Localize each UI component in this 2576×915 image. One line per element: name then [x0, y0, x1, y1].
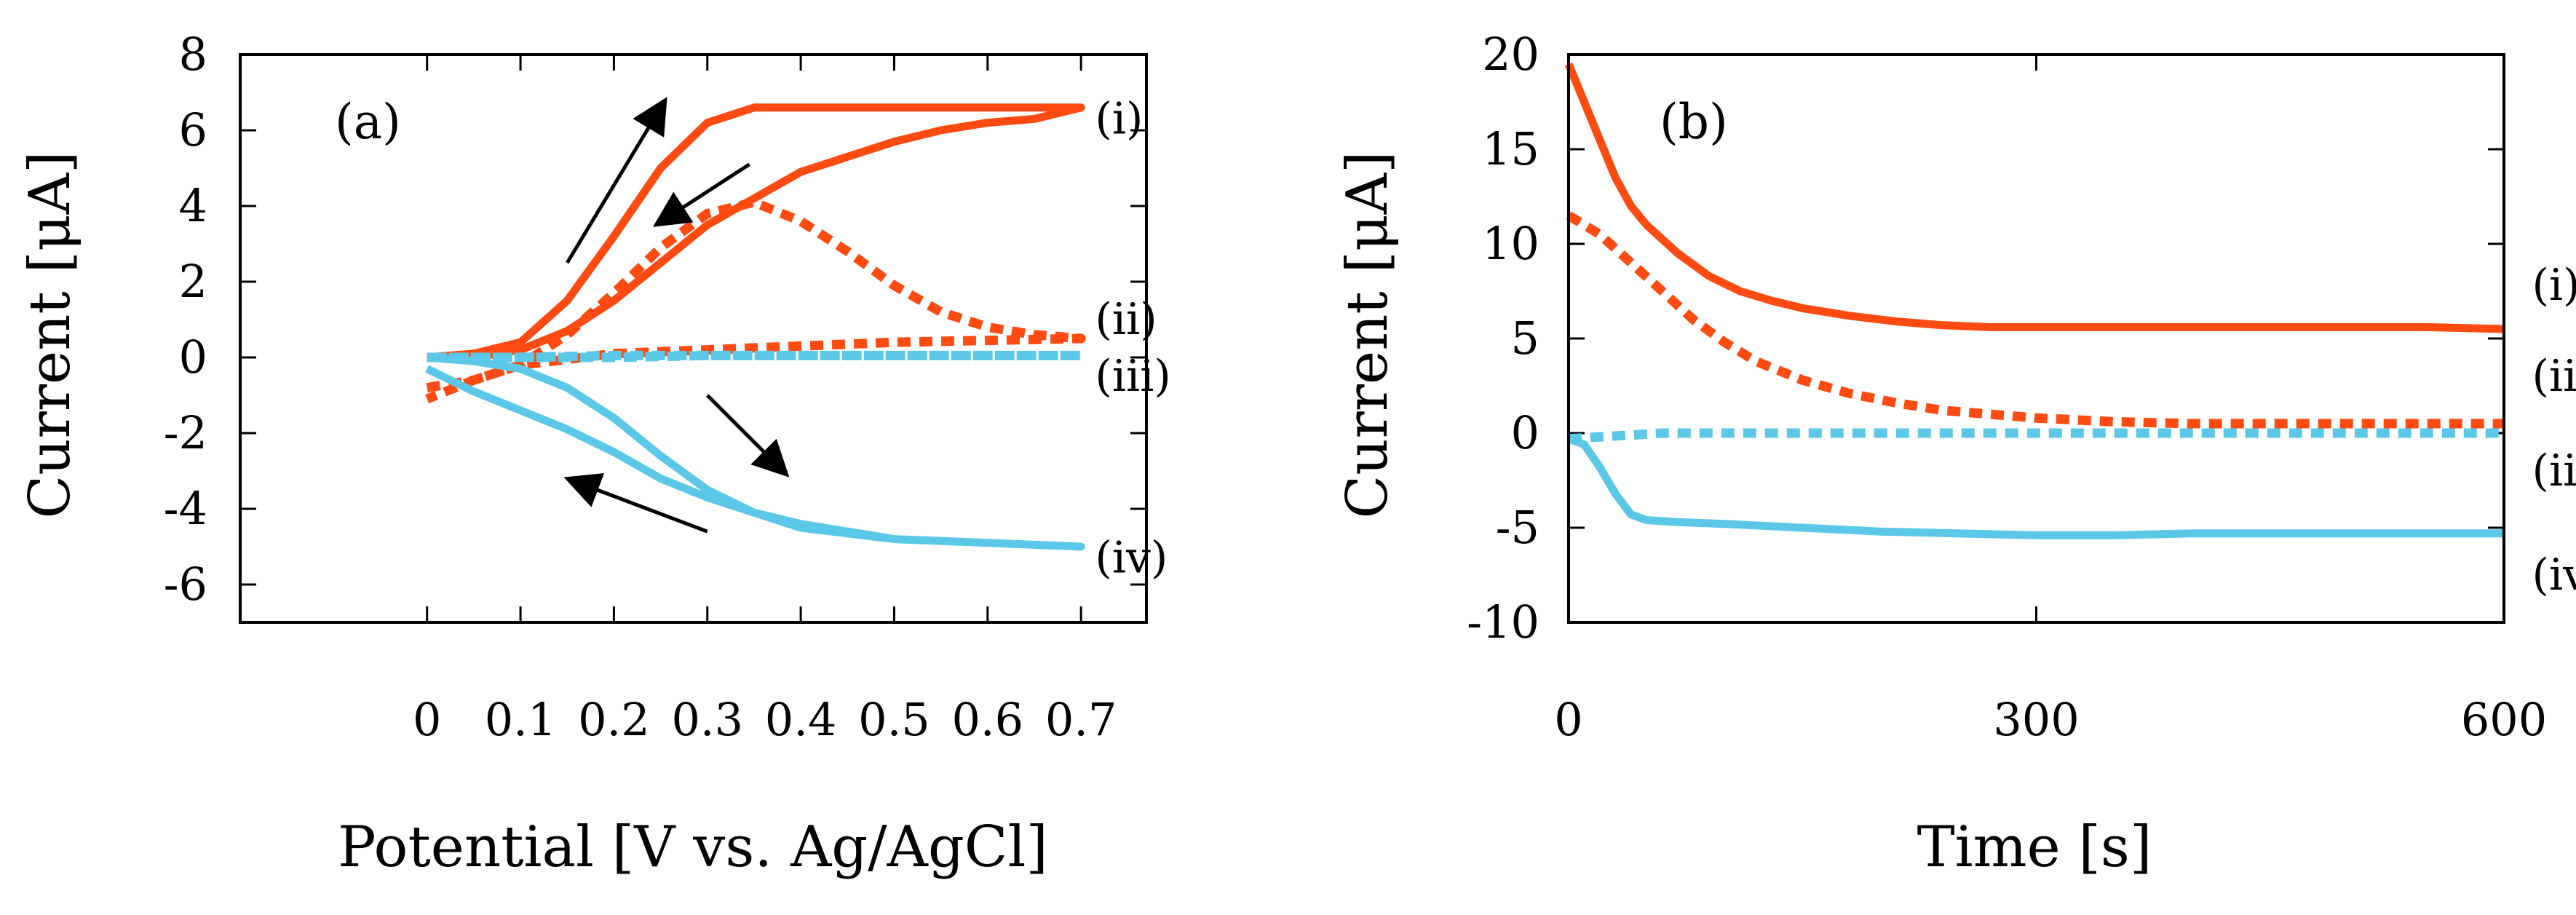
plot-frame	[239, 53, 1148, 624]
series-line-3	[1568, 428, 2504, 444]
y-tick-label: -4	[164, 482, 207, 535]
y-tick-label: -6	[164, 558, 207, 611]
y-tick-label: -10	[1467, 595, 1539, 649]
y-tick-label: 8	[179, 28, 207, 81]
y-tick-label: 0	[179, 330, 207, 384]
x-axis-label: Time [s]	[1917, 815, 2152, 880]
curve-label: (iv)	[2532, 550, 2576, 601]
curve-label: (iii)	[1095, 351, 1170, 402]
x-tick-label: 0.7	[1045, 693, 1117, 746]
scan-direction-arrow	[566, 97, 667, 264]
panel-a-chart: -6 -4 -2 0 2 4 6 8 0 0.1 0.2 0.3 0.4 0.5 0.6 0.7 (i) (ii)…	[17, 28, 1171, 880]
y-tick-label: 0	[1511, 406, 1539, 459]
x-tick-label: 0.4	[765, 693, 837, 746]
curve-label: (ii)	[1095, 294, 1157, 345]
series-line-4	[425, 353, 1085, 551]
x-tick-label: 0.6	[951, 693, 1023, 746]
curve-label: (ii)	[2532, 351, 2576, 402]
panel-b-chart: -10 -5 0 5 10 15 20 0 300 600 (i) (ii) (iii) (iv) (b) T…	[1335, 28, 2576, 880]
scan-direction-arrow	[563, 472, 708, 534]
x-tick-label: 0.2	[578, 693, 650, 746]
y-tick-label: 2	[179, 255, 207, 308]
y-axis-label: Current [μA]	[17, 151, 83, 519]
panel-label: (b)	[1660, 94, 1728, 150]
y-tick-label: 15	[1482, 122, 1539, 175]
x-tick-label: 0	[1554, 693, 1582, 746]
y-tick-label: 10	[1482, 217, 1539, 270]
series-line-1	[1564, 62, 2505, 333]
panel-label: (a)	[335, 94, 401, 150]
x-tick-label: 0.1	[485, 693, 557, 746]
series-line-3	[427, 350, 1086, 363]
series-line-4	[1567, 435, 2504, 539]
curve-label: (iv)	[1095, 533, 1168, 584]
series-line-2	[1566, 211, 2504, 429]
series-line-1	[427, 103, 1085, 362]
curve-label: (i)	[2532, 260, 2576, 311]
x-tick-label: 300	[1993, 693, 2079, 746]
y-tick-label: -2	[164, 406, 207, 459]
plot-frame	[1567, 53, 2505, 624]
y-tick-label: 5	[1511, 312, 1539, 365]
curve-label: (iii)	[2532, 445, 2576, 496]
y-tick-label: -5	[1496, 501, 1539, 554]
y-tick-label: 6	[179, 103, 207, 157]
x-axis-label: Potential [V vs. Ag/AgCl]	[338, 815, 1048, 880]
y-tick-label: 4	[179, 179, 207, 232]
scan-direction-arrow	[652, 162, 750, 227]
x-tick-label: 600	[2461, 693, 2547, 746]
y-tick-label: 20	[1482, 28, 1539, 81]
x-tick-label: 0	[413, 693, 441, 746]
x-tick-label: 0.3	[671, 693, 743, 746]
curve-label: (i)	[1095, 93, 1143, 144]
x-tick-label: 0.5	[858, 693, 930, 746]
scan-direction-arrow	[705, 394, 790, 478]
y-axis-label: Current [μA]	[1335, 151, 1400, 519]
